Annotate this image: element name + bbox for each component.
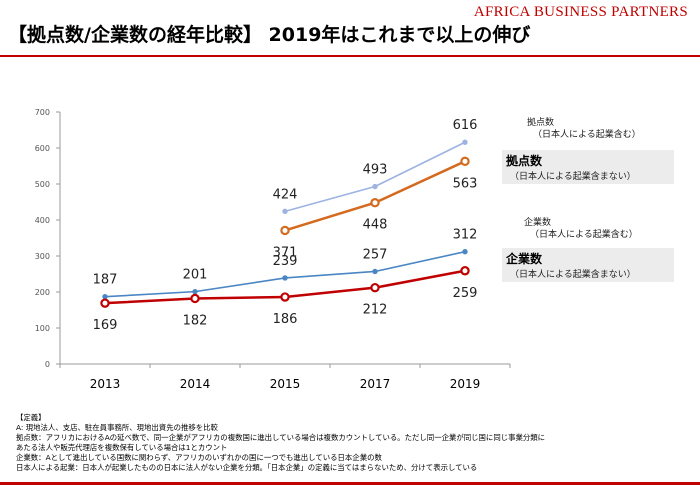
data-label: 259 xyxy=(453,286,478,301)
data-label: 187 xyxy=(93,273,118,288)
data-label: 169 xyxy=(93,318,118,333)
footer-divider xyxy=(0,482,700,485)
y-tick-label: 700 xyxy=(35,108,50,117)
legend-companies-excl-head: 企業数 xyxy=(505,251,543,266)
legend-bases-incl-head: 拠点数 xyxy=(527,116,554,128)
x-tick-label: 2013 xyxy=(90,377,121,391)
x-tick-label: 2019 xyxy=(450,377,481,391)
data-point xyxy=(190,293,200,304)
line-chart: 0 100 200 300 400 500 600 700 2013 2014 2015 2017 20… xyxy=(35,108,674,391)
legend-companies-excl-sub: （日本人による起業含まない） xyxy=(510,268,636,280)
definitions-heading: 【定義】 xyxy=(16,413,46,422)
legend-companies-excl-box xyxy=(502,248,674,282)
data-point xyxy=(462,248,468,255)
y-tick-label: 400 xyxy=(35,216,50,225)
data-label: 212 xyxy=(363,303,388,318)
legend-bases-excl-box xyxy=(502,150,674,184)
data-label: 616 xyxy=(453,118,478,133)
data-label: 563 xyxy=(453,176,478,191)
data-point xyxy=(282,275,288,281)
definition-line: あたる法人や販売代理店を複数保有している場合は1とカウント xyxy=(16,443,228,452)
data-point xyxy=(282,208,288,215)
data-label: 312 xyxy=(453,228,478,243)
data-label: 201 xyxy=(183,268,208,283)
data-point xyxy=(280,225,290,236)
definition-line: 日本人による起業：日本人が起業したものの日本に法人がない企業を分類。「日本企業」… xyxy=(16,463,478,472)
data-label: 182 xyxy=(183,313,208,328)
data-point xyxy=(460,156,470,167)
data-point xyxy=(370,282,380,293)
data-label: 186 xyxy=(273,312,298,327)
definitions-block: 【定義】 A: 現地法人、支店、駐在員事務所、現地出資先の推移を比較 拠点数：ア… xyxy=(16,413,692,473)
x-tick-label: 2014 xyxy=(180,377,211,391)
legend-companies-incl-head: 企業数 xyxy=(524,216,551,228)
data-label: 493 xyxy=(363,163,388,178)
data-point xyxy=(192,288,198,295)
data-point xyxy=(372,268,378,275)
y-tick-label: 200 xyxy=(35,288,50,297)
data-label: 448 xyxy=(363,218,388,233)
data-point xyxy=(102,293,108,300)
legend-bases-excl-head: 拠点数 xyxy=(506,153,543,168)
y-tick-label: 100 xyxy=(35,324,50,333)
data-point xyxy=(462,139,468,145)
definition-line: 拠点数：アフリカにおけるAの延べ数で、同一企業がアフリカの複数国に進出している場… xyxy=(16,433,546,442)
data-point xyxy=(100,298,110,308)
y-tick-label: 500 xyxy=(35,180,50,189)
title-divider xyxy=(0,55,700,57)
y-tick-label: 0 xyxy=(45,360,50,369)
data-label: 371 xyxy=(273,245,298,260)
data-label: 239 xyxy=(273,254,298,269)
legend-companies-incl-sub: （日本人による起業含む） xyxy=(530,228,638,240)
y-tick-label: 600 xyxy=(35,144,50,153)
data-label: 424 xyxy=(273,187,298,202)
data-point xyxy=(280,292,290,302)
x-tick-label: 2015 xyxy=(270,377,301,391)
data-point xyxy=(372,183,378,190)
data-point xyxy=(460,266,470,276)
y-tick-label: 300 xyxy=(35,252,50,261)
x-tick-label: 2017 xyxy=(360,377,391,391)
data-label: 257 xyxy=(363,247,388,262)
legend-bases-incl-sub: （日本人による起業含む） xyxy=(533,128,641,140)
page-title: 【拠点数/企業数の経年比較】 2019年はこれまで以上の伸び xyxy=(8,24,531,46)
legend-bases-excl-sub: （日本人による起業含まない） xyxy=(510,170,636,182)
definition-line: A: 現地法人、支店、駐在員事務所、現地出資先の推移を比較 xyxy=(16,423,218,432)
definition-line: 企業数：Aとして進出している国数に関わらず、アフリカのいずれかの国に一つでも進出… xyxy=(16,453,382,462)
brand-logo: AFRICA BUSINESS PARTNERS xyxy=(473,4,688,20)
data-point xyxy=(370,198,380,208)
